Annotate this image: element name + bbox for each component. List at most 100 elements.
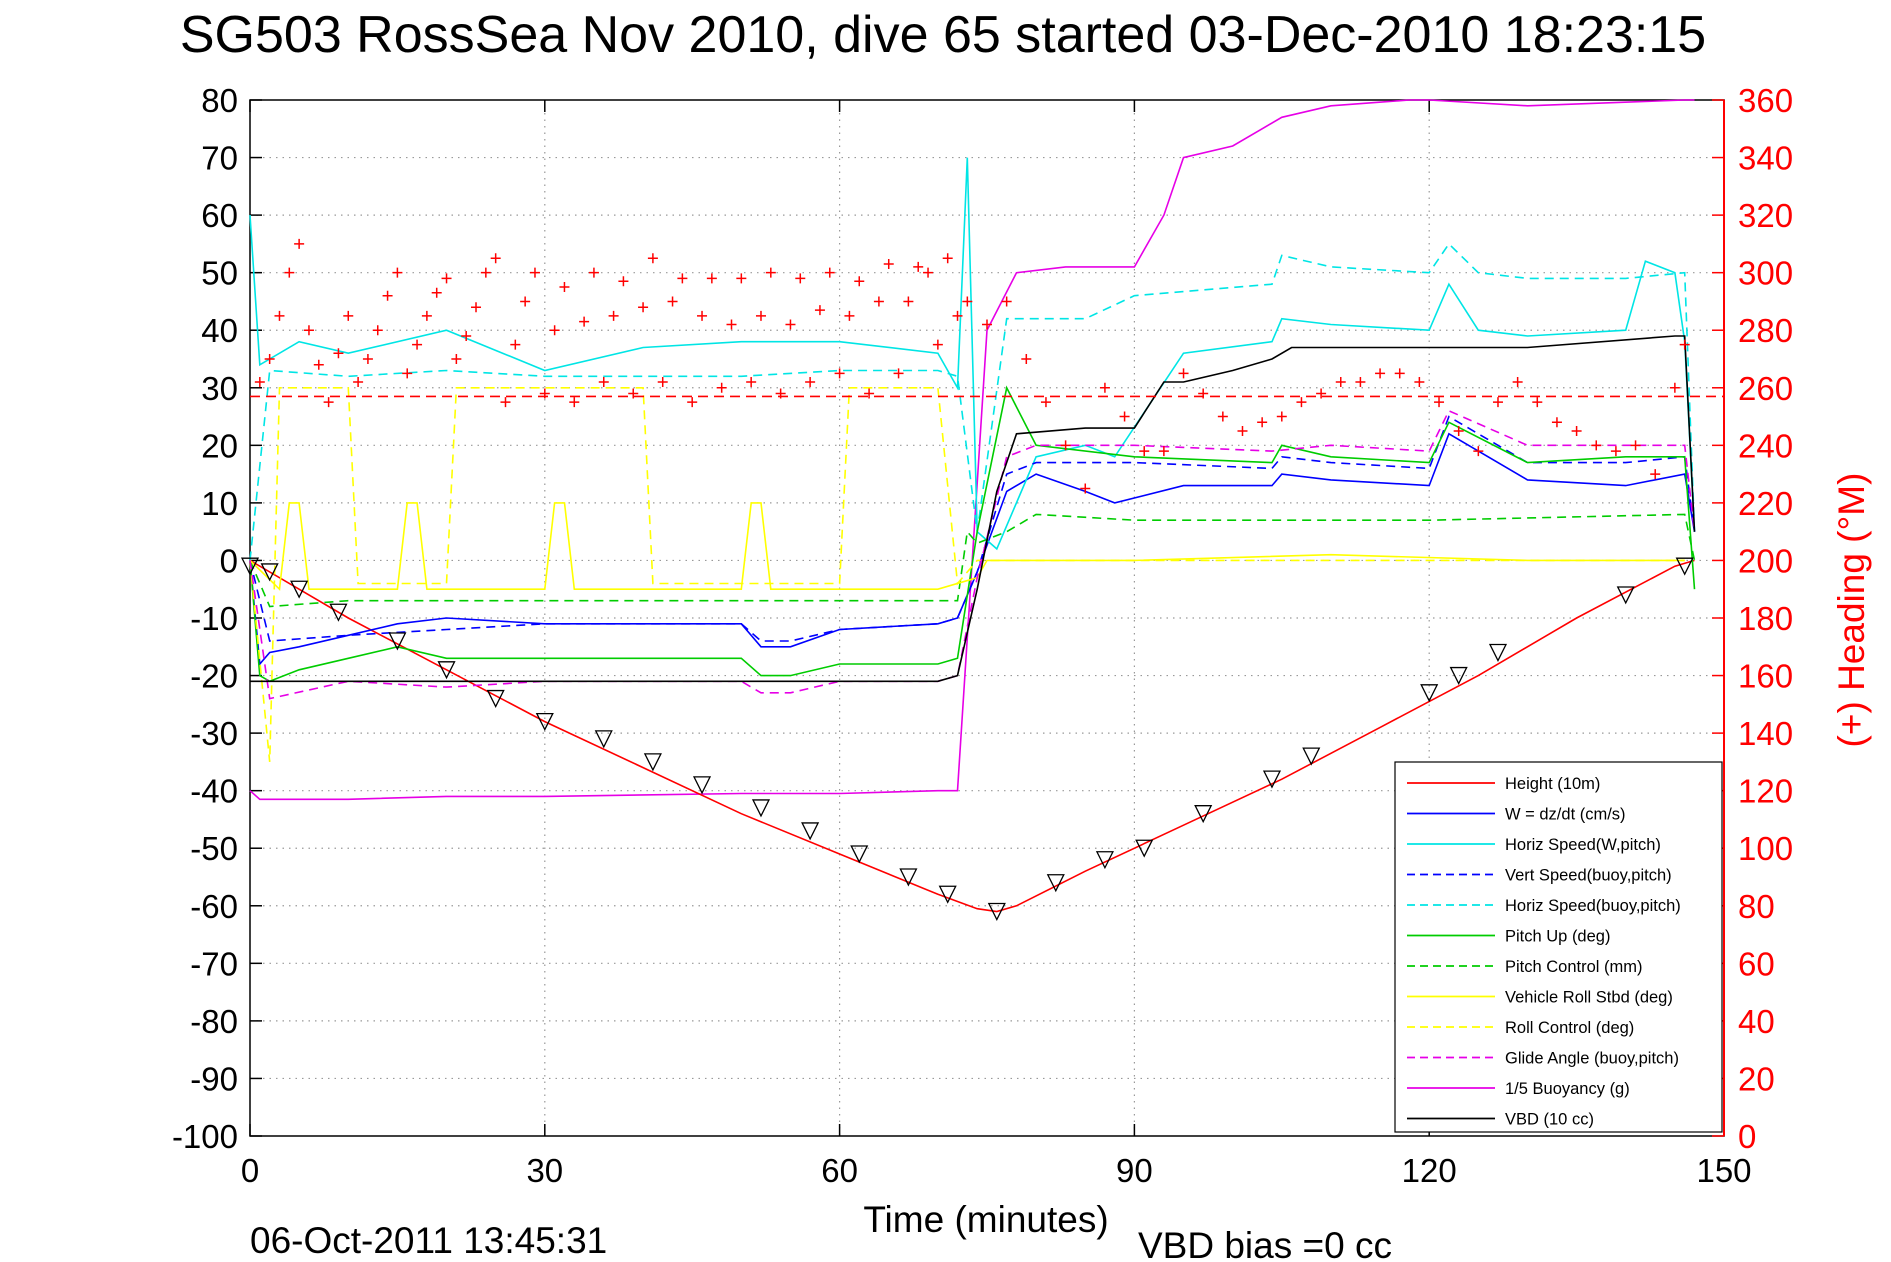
heading-point [1060, 440, 1071, 451]
y-axis-right-label: (+) Heading (°M) [1831, 473, 1872, 748]
heading-point [962, 296, 973, 307]
depth-marker [801, 822, 820, 841]
depth-marker [1046, 874, 1065, 893]
depth-marker [1262, 770, 1282, 789]
y-right-tick-label: 340 [1738, 140, 1793, 177]
heading-point [706, 273, 717, 284]
y-tick-label: 40 [201, 312, 238, 349]
legend-label: Roll Control (deg) [1505, 1019, 1634, 1037]
y-tick-label: -30 [190, 715, 238, 752]
y-tick-label: -60 [190, 888, 238, 925]
y-tick-label: -70 [190, 945, 238, 982]
heading-point [667, 296, 678, 307]
heading-point [1591, 440, 1602, 451]
series-line-8 [249, 386, 1685, 762]
y-right-tick-label: 280 [1738, 312, 1793, 349]
heading-point [1198, 388, 1209, 399]
ticks: 0 30 60 90 120 15080706050403020100-10-20-30-… [172, 82, 1793, 1189]
depth-marker [1194, 805, 1213, 824]
heading-point [323, 397, 334, 408]
legend-label: VBD (10 cc) [1505, 1111, 1594, 1129]
heading-point [313, 359, 324, 370]
depth-marker [486, 689, 505, 709]
depth-marker [388, 632, 407, 651]
y-right-tick-label: 0 [1738, 1118, 1756, 1155]
heading-point [274, 310, 285, 321]
x-axis-label: Time (minutes) [863, 1199, 1108, 1240]
series-line-3 [249, 415, 1696, 642]
depth-marker [290, 580, 309, 599]
y-right-tick-label: 220 [1738, 485, 1793, 522]
depth-marker [594, 730, 613, 749]
legend-label: W = dz/dt (cm/s) [1505, 806, 1626, 824]
marker-layer [240, 557, 1694, 921]
heading-point [569, 397, 580, 408]
heading-point [883, 259, 894, 270]
heading-point [1532, 397, 1543, 408]
heading-point [294, 238, 305, 249]
heading-point [382, 290, 393, 301]
heading-point [431, 287, 442, 298]
y-tick-label: -50 [190, 830, 238, 867]
heading-point [549, 325, 560, 336]
heading-point [1630, 440, 1641, 451]
legend-label: Horiz Speed(W,pitch) [1505, 836, 1661, 854]
heading-point [1434, 397, 1445, 408]
depth-marker [1302, 747, 1321, 766]
y-tick-label: -10 [190, 600, 238, 637]
heading-point [254, 377, 265, 388]
heading-point [834, 368, 845, 379]
heading-point [402, 368, 413, 379]
series-line-9 [249, 409, 1696, 700]
heading-point [421, 310, 432, 321]
legend-label: Height (10m) [1505, 775, 1600, 793]
y-right-tick-label: 140 [1738, 715, 1793, 752]
heading-point [1080, 483, 1091, 494]
footer-date: 06-Oct-2011 13:45:31 [250, 1220, 607, 1261]
heading-point [510, 339, 521, 350]
heading-point [913, 261, 924, 272]
heading-point [588, 267, 599, 278]
heading-point [814, 305, 825, 316]
heading-point [520, 296, 531, 307]
heading-point [746, 377, 757, 388]
y-right-tick-label: 260 [1738, 370, 1793, 407]
y-tick-label: 70 [201, 140, 238, 177]
y-tick-label: -100 [172, 1118, 238, 1155]
y-right-tick-label: 320 [1738, 197, 1793, 234]
heading-point [608, 310, 619, 321]
depth-marker [1675, 557, 1694, 576]
depth-marker [329, 603, 348, 622]
x-tick-label: 60 [821, 1152, 858, 1189]
y-right-tick-label: 180 [1738, 600, 1793, 637]
heading-point [1375, 368, 1386, 379]
depth-marker [240, 557, 260, 576]
depth-marker [643, 753, 662, 772]
heading-point [264, 354, 275, 364]
series-line-2 [249, 157, 1696, 551]
heading-point [903, 296, 914, 307]
heading-point [1178, 368, 1189, 379]
heading-point [343, 310, 354, 321]
heading-point [362, 354, 373, 364]
heading-point [539, 388, 550, 399]
heading-point [500, 397, 511, 408]
x-tick-label: 0 [241, 1152, 259, 1189]
heading-point [1492, 397, 1503, 408]
heading-point [303, 325, 314, 336]
heading-point [1355, 377, 1366, 388]
depth-marker [987, 902, 1006, 921]
heading-point [333, 348, 344, 359]
heading-point [598, 377, 609, 388]
heading-point [1473, 446, 1484, 457]
heading-point [697, 310, 708, 321]
depth-marker [1420, 684, 1439, 703]
legend-label: 1/5 Buoyancy (g) [1505, 1080, 1630, 1098]
heading-point [579, 316, 590, 327]
heading-point [1217, 411, 1228, 422]
heading-point [657, 377, 668, 388]
y-right-tick-label: 200 [1738, 542, 1793, 579]
x-tick-label: 120 [1402, 1152, 1457, 1189]
x-tick-label: 90 [1116, 1152, 1153, 1189]
y-tick-label: 20 [201, 427, 238, 464]
